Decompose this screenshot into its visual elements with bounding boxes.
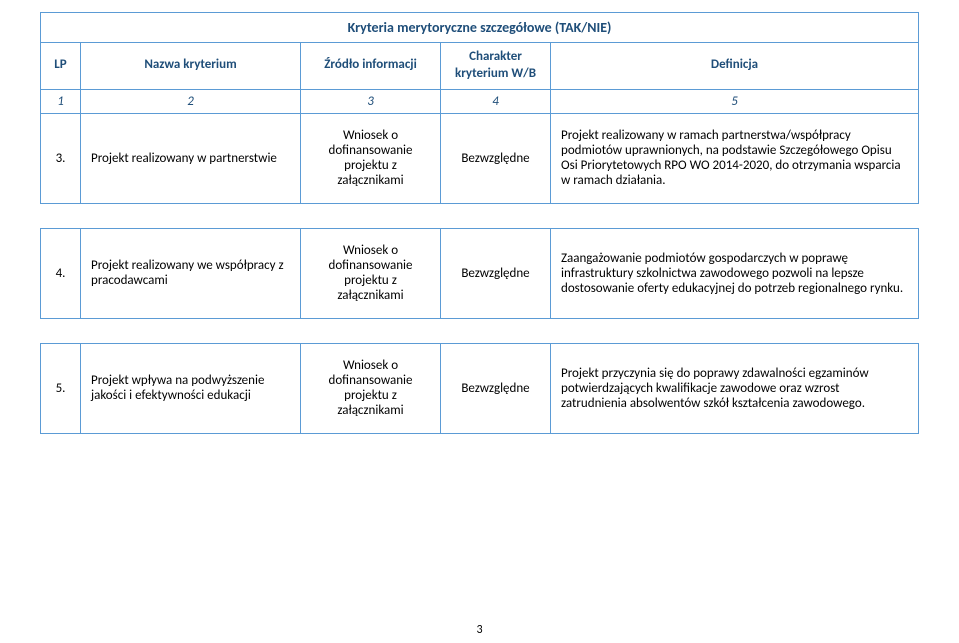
- spacer: [40, 204, 919, 228]
- col-header-char: Charakter kryterium W/B: [441, 43, 551, 90]
- criteria-table-2: 4. Projekt realizowany we współpracy z p…: [40, 228, 919, 319]
- table-row: 4. Projekt realizowany we współpracy z p…: [41, 228, 919, 318]
- cell-def: Zaangażowanie podmiotów gospodarczych w …: [551, 228, 919, 318]
- criteria-table-3: 5. Projekt wpływa na podwyższenie jakośc…: [40, 343, 919, 434]
- header-row: LP Nazwa kryterium Źródło informacji Cha…: [41, 43, 919, 90]
- cell-src: Wniosek o dofinansowanie projektu z załą…: [301, 113, 441, 203]
- cell-src: Wniosek o dofinansowanie projektu z załą…: [301, 343, 441, 433]
- table-row: 3. Projekt realizowany w partnerstwie Wn…: [41, 113, 919, 203]
- col-header-lp: LP: [41, 43, 81, 90]
- cell-name: Projekt wpływa na podwyższenie jakości i…: [81, 343, 301, 433]
- cell-lp: 4.: [41, 228, 81, 318]
- cell-char: Bezwzględne: [441, 343, 551, 433]
- table-title: Kryteria merytoryczne szczegółowe (TAK/N…: [41, 13, 919, 43]
- col-num-5: 5: [551, 89, 919, 113]
- cell-lp: 5.: [41, 343, 81, 433]
- col-header-name: Nazwa kryterium: [81, 43, 301, 90]
- spacer: [40, 319, 919, 343]
- cell-src: Wniosek o dofinansowanie projektu z załą…: [301, 228, 441, 318]
- cell-name: Projekt realizowany we współpracy z prac…: [81, 228, 301, 318]
- col-num-4: 4: [441, 89, 551, 113]
- col-num-2: 2: [81, 89, 301, 113]
- cell-name: Projekt realizowany w partnerstwie: [81, 113, 301, 203]
- title-row: Kryteria merytoryczne szczegółowe (TAK/N…: [41, 13, 919, 43]
- cell-def: Projekt przyczynia się do poprawy zdawal…: [551, 343, 919, 433]
- cell-def: Projekt realizowany w ramach partnerstwa…: [551, 113, 919, 203]
- cell-char: Bezwzględne: [441, 113, 551, 203]
- col-header-src: Źródło informacji: [301, 43, 441, 90]
- cell-lp: 3.: [41, 113, 81, 203]
- table-row: 5. Projekt wpływa na podwyższenie jakośc…: [41, 343, 919, 433]
- col-number-row: 1 2 3 4 5: [41, 89, 919, 113]
- page-number: 3: [0, 623, 959, 637]
- col-num-1: 1: [41, 89, 81, 113]
- col-num-3: 3: [301, 89, 441, 113]
- col-header-def: Definicja: [551, 43, 919, 90]
- criteria-table: Kryteria merytoryczne szczegółowe (TAK/N…: [40, 12, 919, 204]
- cell-char: Bezwzględne: [441, 228, 551, 318]
